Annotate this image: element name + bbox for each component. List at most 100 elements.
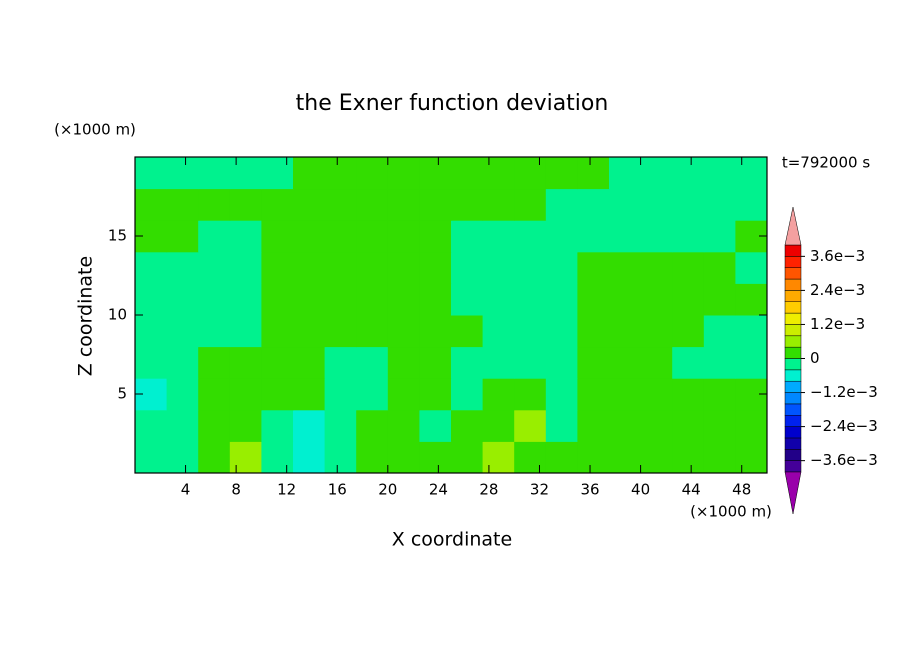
field-cell bbox=[514, 251, 547, 284]
colorbar-bin bbox=[784, 290, 802, 302]
field-cell bbox=[293, 157, 326, 190]
field-cell bbox=[166, 283, 199, 316]
field-cell bbox=[293, 188, 326, 221]
field-cell bbox=[293, 441, 326, 474]
field-cell bbox=[577, 409, 610, 442]
field-cell bbox=[387, 157, 420, 190]
field-cell bbox=[609, 409, 642, 442]
field-cell bbox=[514, 188, 547, 221]
field-cell bbox=[514, 315, 547, 348]
field-cell bbox=[229, 283, 262, 316]
field-cell bbox=[672, 441, 705, 474]
field-cell bbox=[514, 378, 547, 411]
field-cell bbox=[135, 283, 168, 316]
field-cell bbox=[514, 346, 547, 379]
field-cell bbox=[229, 220, 262, 253]
field-cell bbox=[356, 441, 389, 474]
y-tick-label: 10 bbox=[108, 306, 127, 324]
field-cell bbox=[293, 346, 326, 379]
field-cell bbox=[482, 409, 515, 442]
field-cell bbox=[545, 283, 578, 316]
field-cell bbox=[703, 315, 736, 348]
field-cell bbox=[261, 346, 294, 379]
field-cell bbox=[545, 346, 578, 379]
field-cell bbox=[293, 220, 326, 253]
field-cell bbox=[703, 220, 736, 253]
field-cell bbox=[609, 220, 642, 253]
field-cell bbox=[198, 315, 231, 348]
field-cell bbox=[387, 188, 420, 221]
field-cell bbox=[135, 188, 168, 221]
field-cell bbox=[545, 441, 578, 474]
field-cell bbox=[703, 346, 736, 379]
field-cell bbox=[735, 441, 768, 474]
field-cell bbox=[261, 378, 294, 411]
field-cell bbox=[735, 409, 768, 442]
field-cell bbox=[577, 346, 610, 379]
field-cell bbox=[229, 251, 262, 284]
field-cell bbox=[293, 251, 326, 284]
colorbar-bin bbox=[784, 415, 802, 427]
field-cell bbox=[229, 188, 262, 221]
field-cell bbox=[514, 283, 547, 316]
field-cell bbox=[703, 157, 736, 190]
field-cell bbox=[545, 378, 578, 411]
field-cell bbox=[261, 283, 294, 316]
field-cell bbox=[419, 251, 452, 284]
field-cell bbox=[324, 441, 357, 474]
field-cell bbox=[482, 315, 515, 348]
time-label: t=792000 s bbox=[782, 154, 870, 172]
colorbar-tick-label: −3.6e−3 bbox=[810, 451, 878, 469]
field-cell bbox=[419, 409, 452, 442]
colorbar-bin bbox=[784, 278, 802, 291]
field-cell bbox=[672, 251, 705, 284]
field-cell bbox=[609, 188, 642, 221]
x-tick-label: 40 bbox=[631, 481, 650, 499]
field-cell bbox=[356, 283, 389, 316]
x-tick-label: 32 bbox=[530, 481, 549, 499]
field-cell bbox=[419, 315, 452, 348]
field-cell bbox=[451, 283, 484, 316]
field-cell bbox=[482, 441, 515, 474]
field-cell bbox=[482, 283, 515, 316]
field-cell bbox=[198, 283, 231, 316]
field-cell bbox=[672, 188, 705, 221]
field-cell bbox=[451, 220, 484, 253]
x-tick-label: 24 bbox=[429, 481, 448, 499]
field-cell bbox=[609, 251, 642, 284]
field-cell bbox=[261, 251, 294, 284]
field-cell bbox=[451, 188, 484, 221]
x-tick-label: 44 bbox=[682, 481, 701, 499]
field-cell bbox=[545, 251, 578, 284]
field-cell bbox=[609, 378, 642, 411]
field-cell bbox=[672, 157, 705, 190]
field-cell bbox=[293, 315, 326, 348]
field-cell bbox=[387, 378, 420, 411]
field-cell bbox=[703, 251, 736, 284]
field-cell bbox=[229, 315, 262, 348]
field-cell bbox=[135, 315, 168, 348]
field-cell bbox=[229, 378, 262, 411]
field-cell bbox=[198, 346, 231, 379]
field-cell bbox=[166, 188, 199, 221]
colorbar-bin bbox=[784, 426, 802, 439]
field-cell bbox=[672, 378, 705, 411]
field-cell bbox=[545, 409, 578, 442]
field-cell bbox=[451, 441, 484, 474]
field-cell bbox=[609, 315, 642, 348]
x-tick-label: 12 bbox=[277, 481, 296, 499]
field-cell bbox=[198, 378, 231, 411]
field-cell bbox=[514, 220, 547, 253]
field-cell bbox=[640, 378, 673, 411]
field-cell bbox=[672, 283, 705, 316]
field-cell bbox=[640, 220, 673, 253]
colorbar-bin bbox=[784, 403, 802, 416]
field-cell bbox=[293, 283, 326, 316]
field-cell bbox=[703, 188, 736, 221]
field-cell bbox=[387, 283, 420, 316]
field-cell bbox=[640, 251, 673, 284]
field-cell bbox=[356, 409, 389, 442]
field-cell bbox=[482, 378, 515, 411]
field-cell bbox=[577, 378, 610, 411]
field-cell bbox=[482, 346, 515, 379]
